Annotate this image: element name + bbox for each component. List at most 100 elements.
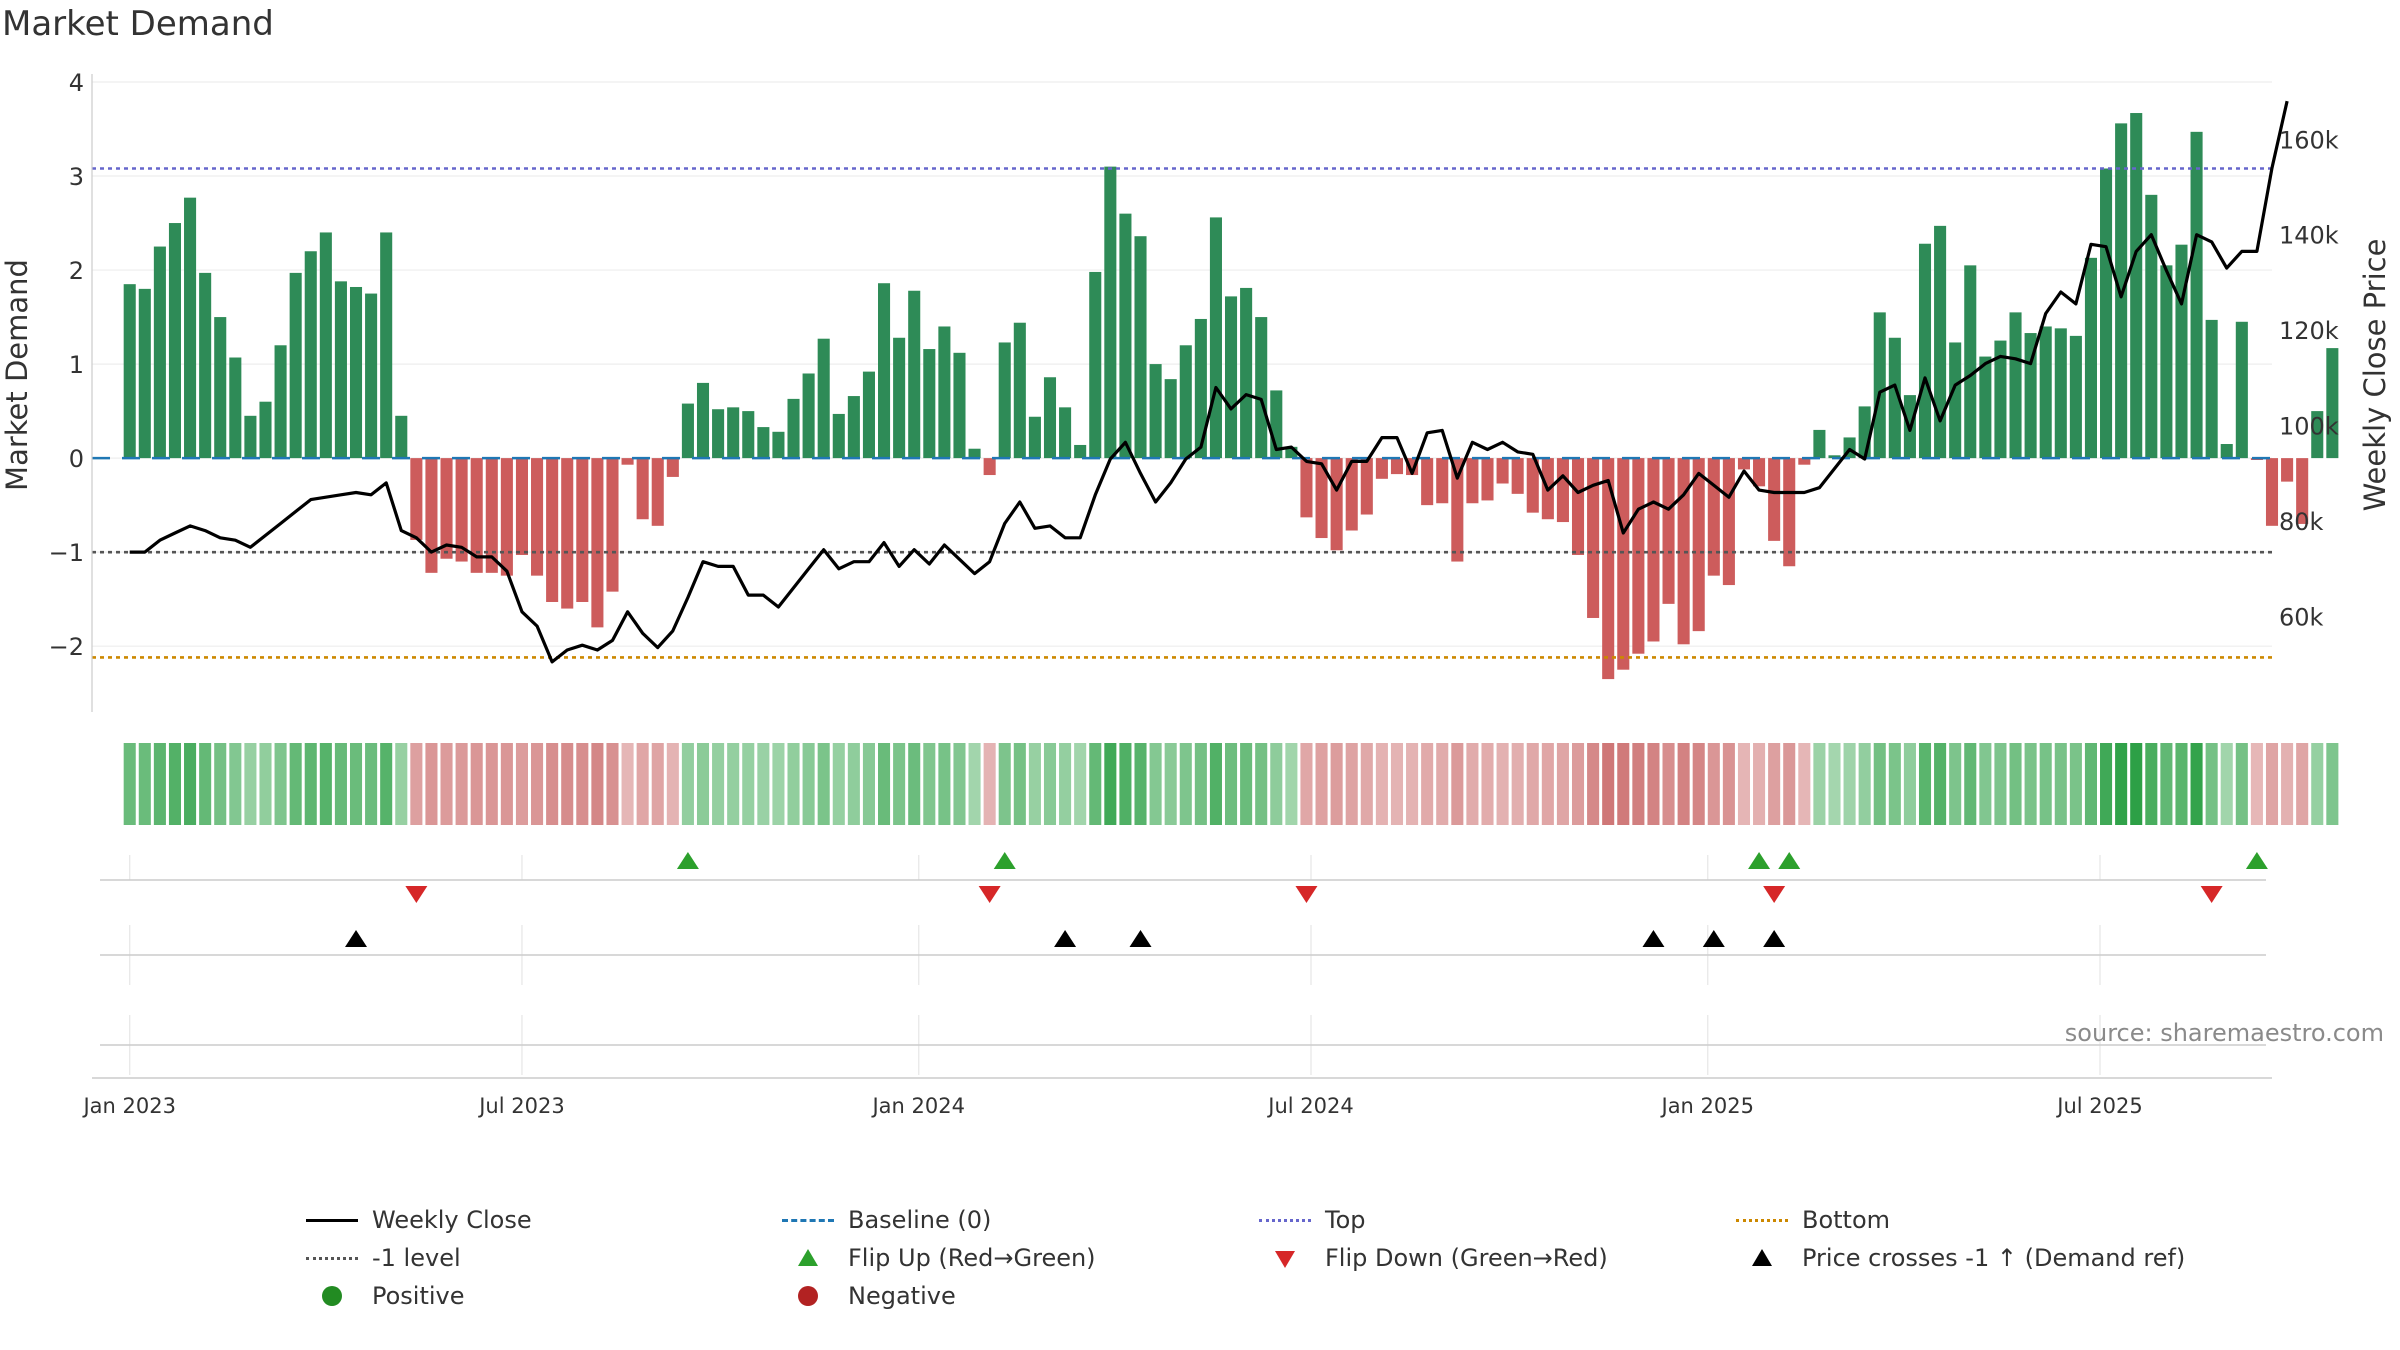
demand-bar-positive bbox=[334, 281, 347, 459]
legend-label: Negative bbox=[848, 1282, 956, 1310]
strip-cell-negative bbox=[651, 743, 664, 825]
flip-down-marker bbox=[978, 886, 1001, 903]
strip-cell-positive bbox=[832, 743, 845, 825]
reference-lines bbox=[92, 167, 2272, 659]
strip-cell-positive bbox=[1240, 743, 1253, 825]
strip-cell-negative bbox=[1722, 743, 1735, 825]
demand-bar-positive bbox=[1134, 236, 1147, 459]
strip-cell-negative bbox=[983, 743, 996, 825]
demand-bar-positive bbox=[1828, 455, 1841, 459]
strip-cell-positive bbox=[1013, 743, 1026, 825]
strip-cell-positive bbox=[123, 743, 136, 825]
demand-bar-positive bbox=[1873, 312, 1886, 459]
flip-up-marker bbox=[1778, 852, 1801, 869]
demand-bar-negative bbox=[1602, 458, 1615, 680]
legend-item: Flip Down (Green→Red) bbox=[1253, 1244, 1608, 1272]
strip-cell-positive bbox=[2084, 743, 2097, 825]
strip-cell-positive bbox=[1059, 743, 1072, 825]
legend-symbol bbox=[300, 1246, 362, 1270]
demand-bar-negative bbox=[1783, 458, 1796, 567]
strip-cell-positive bbox=[1104, 743, 1117, 825]
legend: Weekly Close Baseline (0) Top Bottom -1 leve… bbox=[300, 1206, 2300, 1326]
chart-title: Market Demand bbox=[2, 4, 274, 44]
demand-bar-negative bbox=[1496, 458, 1509, 484]
demand-bar-positive bbox=[289, 272, 302, 459]
flip-down-marker bbox=[1295, 886, 1318, 903]
flip-up-marker bbox=[1748, 852, 1771, 869]
demand-bar-positive bbox=[681, 403, 694, 459]
demand-bar-positive bbox=[832, 413, 845, 459]
source-label: source: sharemaestro.com bbox=[2065, 1019, 2384, 1047]
strip-cell-negative bbox=[1451, 743, 1464, 825]
x-tick-label: Jul 2024 bbox=[1266, 1094, 1353, 1118]
demand-bar-positive bbox=[319, 232, 332, 459]
strip-cell-negative bbox=[561, 743, 574, 825]
legend-symbol bbox=[1253, 1208, 1315, 1232]
legend-item: Price crosses -1 ↑ (Demand ref) bbox=[1730, 1244, 2185, 1272]
demand-bar-negative bbox=[1315, 458, 1328, 539]
demand-bar-positive bbox=[2145, 194, 2158, 459]
strip-cell-negative bbox=[470, 743, 483, 825]
demand-bar-negative bbox=[651, 458, 664, 526]
strip-cell-positive bbox=[1255, 743, 1268, 825]
demand-bar-positive bbox=[2084, 257, 2097, 459]
strip-cell-negative bbox=[1496, 743, 1509, 825]
strip-cell-positive bbox=[1873, 743, 1886, 825]
demand-bar-positive bbox=[847, 396, 860, 459]
strip-cell-negative bbox=[1481, 743, 1494, 825]
legend-item: Baseline (0) bbox=[776, 1206, 991, 1234]
strip-cell-positive bbox=[153, 743, 166, 825]
strip-cell-positive bbox=[1994, 743, 2007, 825]
price-cross-marker bbox=[345, 930, 368, 947]
strip-cell-negative bbox=[1375, 743, 1388, 825]
legend-item: Weekly Close bbox=[300, 1206, 532, 1234]
demand-bar-negative bbox=[515, 458, 528, 555]
strip-cell-negative bbox=[531, 743, 544, 825]
strip-cell-positive bbox=[1089, 743, 1102, 825]
demand-bar-negative bbox=[1571, 458, 1585, 555]
legend-label: Weekly Close bbox=[372, 1206, 532, 1234]
strip-cell-positive bbox=[1179, 743, 1192, 825]
strip-cell-positive bbox=[1843, 743, 1856, 825]
demand-bar-negative bbox=[591, 458, 604, 628]
flip-down-marker bbox=[405, 886, 428, 903]
strip-cell-positive bbox=[2220, 743, 2233, 825]
demand-bar-positive bbox=[742, 411, 755, 459]
y-left-tick-label: 2 bbox=[69, 257, 84, 285]
strip-cell-positive bbox=[742, 743, 755, 825]
strip-cell-positive bbox=[2100, 743, 2113, 825]
strip-cell-positive bbox=[938, 743, 951, 825]
strip-cell-negative bbox=[425, 743, 438, 825]
legend-label: Baseline (0) bbox=[848, 1206, 992, 1234]
x-tick-label: Jul 2025 bbox=[2055, 1094, 2142, 1118]
y-right-tick-label: 140k bbox=[2279, 222, 2339, 250]
demand-bar-positive bbox=[304, 251, 317, 459]
demand-bar-positive bbox=[772, 431, 785, 459]
strip-cell-positive bbox=[2054, 743, 2067, 825]
demand-bar-negative bbox=[2265, 458, 2279, 526]
x-tick-label: Jan 2025 bbox=[1660, 1094, 1755, 1118]
demand-bar-positive bbox=[1255, 317, 1268, 459]
strip-cell-negative bbox=[1345, 743, 1358, 825]
demand-bar-positive bbox=[1240, 287, 1253, 459]
demand-bar-positive bbox=[168, 223, 182, 459]
strip-cell-negative bbox=[1390, 743, 1404, 825]
price-cross-marker bbox=[1763, 930, 1786, 947]
price-cross-marker bbox=[1054, 930, 1077, 947]
demand-bar-positive bbox=[1918, 243, 1932, 459]
demand-bar-positive bbox=[696, 382, 710, 459]
strip-cell-positive bbox=[304, 743, 317, 825]
legend-label: Bottom bbox=[1802, 1206, 1891, 1234]
strip-cell-positive bbox=[1858, 743, 1871, 825]
demand-bar-negative bbox=[455, 458, 468, 562]
strip-cell-positive bbox=[2024, 743, 2037, 825]
strip-cell-positive bbox=[1119, 743, 1132, 825]
flip-down-marker bbox=[1763, 886, 1786, 903]
strip-cell-positive bbox=[1828, 743, 1841, 825]
legend-item: Negative bbox=[776, 1282, 956, 1310]
strip-cell-negative bbox=[1421, 743, 1434, 825]
strip-cell-positive bbox=[1194, 743, 1207, 825]
strip-cell-positive bbox=[1134, 743, 1147, 825]
demand-bar-positive bbox=[2235, 321, 2248, 459]
legend-item: -1 level bbox=[300, 1244, 461, 1272]
